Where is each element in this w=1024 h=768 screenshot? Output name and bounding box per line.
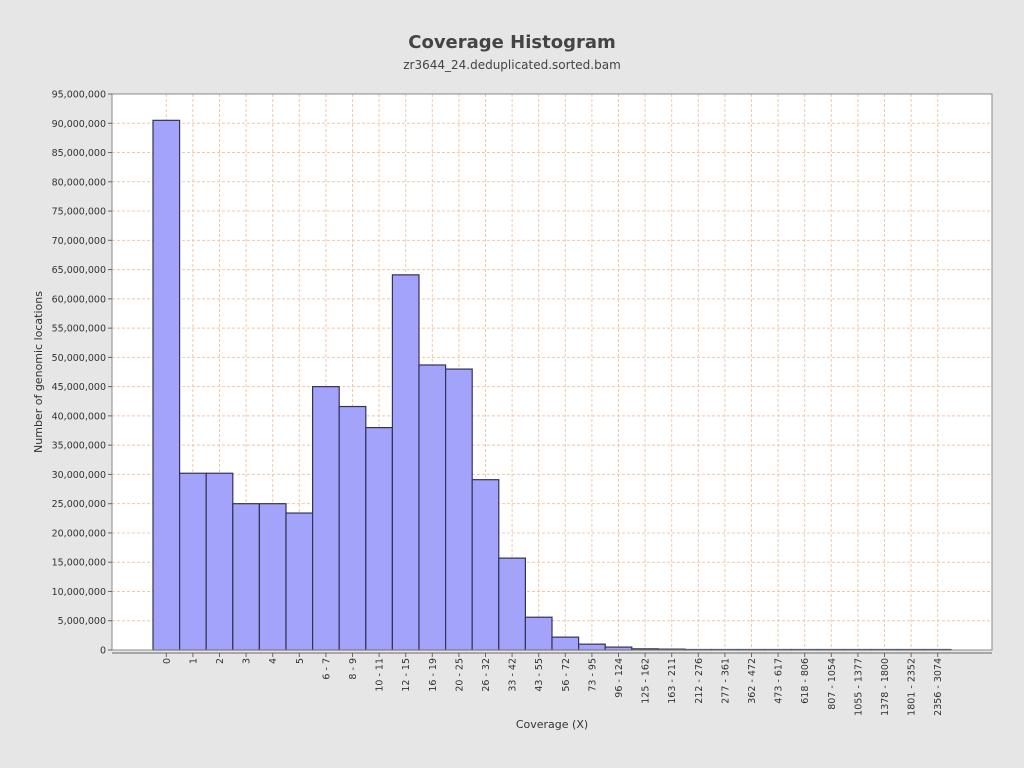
y-tick-label: 70,000,000 [52, 236, 106, 247]
x-tick-label: 8 - 9 [348, 658, 359, 680]
plot-border [111, 93, 993, 651]
x-tick-label: 2 [215, 658, 226, 664]
x-tick-label: 125 - 162 [641, 658, 652, 704]
x-tick-label: 1378 - 1800 [880, 658, 891, 716]
y-tick-label: 15,000,000 [52, 558, 106, 569]
histogram-bar [391, 274, 420, 651]
histogram-bar [524, 616, 553, 651]
y-tick-label: 40,000,000 [52, 411, 106, 422]
histogram-bar [312, 386, 340, 651]
x-axis-label: Coverage (X) [516, 718, 588, 731]
y-tick-label: 90,000,000 [52, 119, 106, 130]
histogram-bar [471, 479, 500, 651]
x-tick-label: 56 - 72 [561, 658, 572, 692]
x-tick-label: 212 - 276 [694, 658, 705, 704]
histogram-bar [205, 472, 234, 651]
y-tick-label: 80,000,000 [52, 177, 106, 188]
x-tick-label: 3 [242, 658, 253, 664]
histogram-bar [232, 503, 261, 651]
x-tick-label: 618 - 806 [800, 658, 811, 704]
y-tick-label: 0 [100, 646, 106, 657]
x-tick-label: 1055 - 1377 [853, 658, 864, 716]
y-tick-label: 75,000,000 [52, 207, 106, 218]
y-tick-label: 20,000,000 [52, 528, 106, 539]
x-tick-label: 73 - 95 [587, 658, 598, 692]
histogram-bar [418, 364, 447, 651]
y-tick-label: 30,000,000 [52, 470, 106, 481]
y-tick-label: 5,000,000 [58, 616, 106, 627]
x-tick-label: 277 - 361 [720, 658, 731, 704]
histogram-bar [338, 405, 367, 651]
histogram-bar [551, 636, 580, 651]
y-tick-label: 95,000,000 [52, 90, 106, 101]
x-tick-label: 2356 - 3074 [933, 658, 944, 716]
y-axis-ticks: 0 5,000,000 10,000,000 15,000,000 20,000,000… [52, 90, 112, 657]
histogram-bar [152, 119, 181, 651]
y-axis-label: Number of genomic locations [32, 291, 45, 453]
x-tick-label: 16 - 19 [428, 658, 439, 692]
histogram-bar [179, 472, 207, 651]
x-tick-label: 163 - 211 [667, 658, 678, 704]
x-tick-label: 1 [188, 658, 199, 664]
x-tick-label: 10 - 11 [375, 658, 386, 692]
x-tick-label: 33 - 42 [508, 658, 519, 692]
x-tick-label: 26 - 32 [481, 658, 492, 692]
x-tick-label: 12 - 15 [401, 658, 412, 692]
bars [152, 119, 952, 651]
x-tick-label: 5 [295, 658, 306, 664]
y-tick-label: 25,000,000 [52, 499, 106, 510]
y-tick-label: 45,000,000 [52, 382, 106, 393]
histogram-bar [365, 427, 393, 651]
x-tick-label: 473 - 617 [774, 658, 785, 704]
x-tick-label: 4 [268, 658, 279, 664]
x-tick-label: 6 - 7 [321, 658, 332, 680]
y-tick-label: 60,000,000 [52, 294, 106, 305]
x-tick-label: 1801 - 2352 [907, 658, 918, 716]
y-tick-label: 10,000,000 [52, 587, 106, 598]
y-tick-label: 55,000,000 [52, 324, 106, 335]
x-tick-label: 43 - 55 [534, 658, 545, 692]
y-tick-label: 50,000,000 [52, 353, 106, 364]
chart-subtitle: zr3644_24.deduplicated.sorted.bam [403, 58, 621, 72]
x-tick-label: 20 - 25 [454, 658, 465, 692]
x-tick-label: 96 - 124 [614, 658, 625, 698]
histogram-bar [577, 643, 606, 651]
histogram-bar [498, 557, 526, 651]
x-axis-ticks: 0 1 2 3 4 5 6 - 7 8 - 9 10 - 11 12 - 15 16 - 19 20 … [162, 653, 944, 716]
y-tick-label: 35,000,000 [52, 441, 106, 452]
histogram-bar [258, 503, 287, 651]
chart-title: Coverage Histogram [408, 32, 615, 53]
x-tick-label: 807 - 1054 [827, 658, 838, 710]
y-tick-label: 65,000,000 [52, 265, 106, 276]
y-tick-label: 85,000,000 [52, 148, 106, 159]
x-tick-label: 0 [162, 658, 173, 664]
histogram-bar [285, 512, 314, 651]
histogram-bar [445, 368, 473, 651]
x-tick-label: 362 - 472 [747, 658, 758, 704]
